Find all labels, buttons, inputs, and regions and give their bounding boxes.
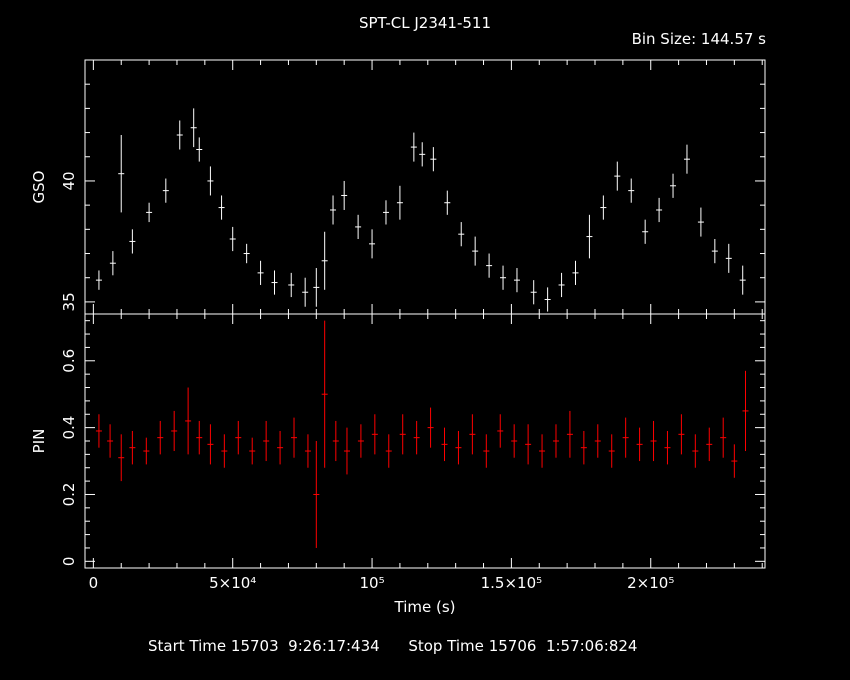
bottom-panel-frame — [84, 313, 766, 569]
plot-frames — [84, 59, 766, 569]
data-marks — [95, 108, 749, 548]
x-tick-label: 0 — [89, 574, 99, 592]
top-panel-frame — [84, 59, 766, 315]
bottom-y-tick-label: 0.6 — [60, 349, 78, 373]
chart-title: SPT-CL J2341-511 — [358, 14, 491, 32]
top-y-tick-label: 40 — [60, 171, 78, 190]
x-tick-label: 1.5×10⁵ — [481, 574, 543, 592]
stop-time-label: Stop Time — [408, 637, 484, 655]
x-tick-label: 2×10⁵ — [627, 574, 674, 592]
axis-labels: 35 40 GSO 0 0.2 0.4 0.6 PIN 0 5×10⁴ 10⁵ 1.5×10⁵ 2×10… — [30, 171, 674, 616]
start-time-label: Start Time — [148, 637, 227, 655]
bottom-y-tick-label: 0 — [60, 557, 78, 567]
top-y-axis-label: GSO — [30, 171, 48, 204]
bottom-y-tick-label: 0.2 — [60, 483, 78, 507]
stop-time-value: 15706 1:57:06:824 — [488, 637, 638, 655]
x-tick-label: 5×10⁴ — [209, 574, 256, 592]
bin-size-label: Bin Size: 144.57 s — [631, 30, 766, 48]
x-axis-label: Time (s) — [394, 598, 456, 616]
time-range-footer: Start Time 15703 9:26:17:434 Stop Time 1… — [148, 637, 637, 655]
axis-ticks — [85, 59, 765, 568]
bottom-y-tick-label: 0.4 — [60, 416, 78, 440]
bottom-y-axis-label: PIN — [30, 429, 48, 454]
x-tick-label: 10⁵ — [359, 574, 384, 592]
top-y-tick-label: 35 — [60, 292, 78, 311]
start-time-value: 15703 9:26:17:434 — [230, 637, 380, 655]
